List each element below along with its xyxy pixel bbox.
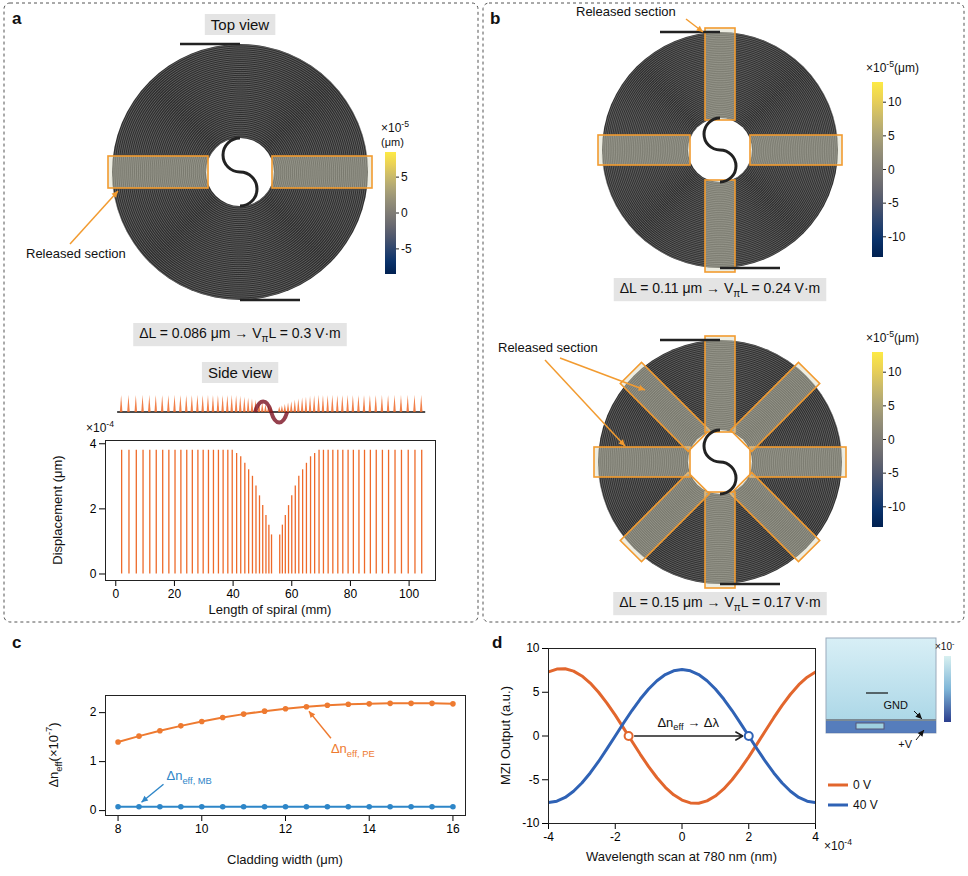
svg-text:Δneff → Δλ: Δneff → Δλ [657,715,719,733]
svg-text:-5: -5 [888,466,899,480]
svg-text:+V: +V [898,738,912,750]
svg-text:0: 0 [888,433,895,447]
svg-text:40: 40 [226,587,240,601]
svg-text:Length of spiral (mm): Length of spiral (mm) [209,602,332,617]
svg-text:0: 0 [888,163,895,177]
svg-text:20: 20 [168,587,182,601]
svg-text:10: 10 [526,641,540,655]
svg-text:0: 0 [401,206,408,220]
svg-text:5: 5 [888,129,895,143]
svg-text:2: 2 [90,502,97,516]
svg-text:Released section: Released section [26,246,126,261]
svg-text:GND: GND [884,699,909,711]
svg-text:×10-4: ×10-4 [86,419,114,435]
svg-text:4: 4 [90,437,97,451]
svg-text:Wavelength scan at 780 nm (nm): Wavelength scan at 780 nm (nm) [586,849,777,864]
svg-text:Cladding width (μm): Cladding width (μm) [227,852,343,867]
svg-text:60: 60 [285,587,299,601]
svg-text:40 V: 40 V [853,798,878,812]
svg-text:Side view: Side view [208,364,272,381]
svg-text:-10: -10 [888,230,906,244]
svg-text:×10-5: ×10-5 [381,119,409,135]
svg-text:ΔL = 0.086 μm → VπL = 0.3 V·m: ΔL = 0.086 μm → VπL = 0.3 V·m [139,325,341,344]
svg-text:0: 0 [533,729,540,743]
svg-text:×10-5(μm): ×10-5(μm) [866,329,919,345]
svg-text:c: c [12,633,21,652]
svg-text:-5: -5 [888,196,899,210]
svg-text:2: 2 [90,705,97,719]
svg-text:Released section: Released section [576,4,676,19]
svg-text:Δneff, PE: Δneff, PE [331,741,375,759]
svg-text:4: 4 [812,830,819,844]
svg-text:5: 5 [888,399,895,413]
svg-text:100: 100 [399,587,419,601]
svg-text:10: 10 [888,365,902,379]
svg-text:Δneff(×10-7): Δneff(×10-7) [44,722,64,787]
svg-text:-4: -4 [543,830,554,844]
svg-text:-2: -2 [610,830,621,844]
svg-text:Released section: Released section [498,340,598,355]
svg-text:10: 10 [888,95,902,109]
svg-text:14: 14 [363,822,377,836]
svg-text:0: 0 [112,587,119,601]
svg-text:-10: -10 [522,816,540,830]
svg-text:d: d [492,633,502,652]
svg-text:0: 0 [679,830,686,844]
svg-text:a: a [12,9,22,28]
svg-text:ΔL = 0.11 μm → VπL = 0.24 V·m: ΔL = 0.11 μm → VπL = 0.24 V·m [620,280,821,299]
svg-text:-5: -5 [529,773,540,787]
svg-text:2: 2 [745,830,752,844]
svg-text:b: b [490,9,500,28]
svg-text:12: 12 [279,822,293,836]
svg-text:×10-: ×10- [935,639,955,653]
svg-text:5: 5 [401,170,408,184]
svg-text:MZI Output (a.u.): MZI Output (a.u.) [498,686,513,785]
svg-text:5: 5 [533,685,540,699]
svg-text:Δneff, MB: Δneff, MB [166,768,211,786]
svg-text:Displacement (μm): Displacement (μm) [50,455,65,564]
svg-text:×10-5(μm): ×10-5(μm) [866,59,919,75]
svg-text:1: 1 [90,754,97,768]
svg-text:(μm): (μm) [381,136,404,148]
svg-text:80: 80 [344,587,358,601]
svg-text:ΔL = 0.15 μm → VπL = 0.17 V·m: ΔL = 0.15 μm → VπL = 0.17 V·m [619,594,821,613]
svg-text:-10: -10 [888,500,906,514]
svg-text:16: 16 [446,822,460,836]
svg-text:10: 10 [195,822,209,836]
svg-text:-5: -5 [401,242,412,256]
svg-text:0: 0 [90,803,97,817]
svg-text:8: 8 [115,822,122,836]
svg-text:0 V: 0 V [853,778,871,792]
svg-text:×10-4: ×10-4 [824,837,852,853]
svg-text:Top view: Top view [211,16,270,33]
svg-text:0: 0 [90,567,97,581]
